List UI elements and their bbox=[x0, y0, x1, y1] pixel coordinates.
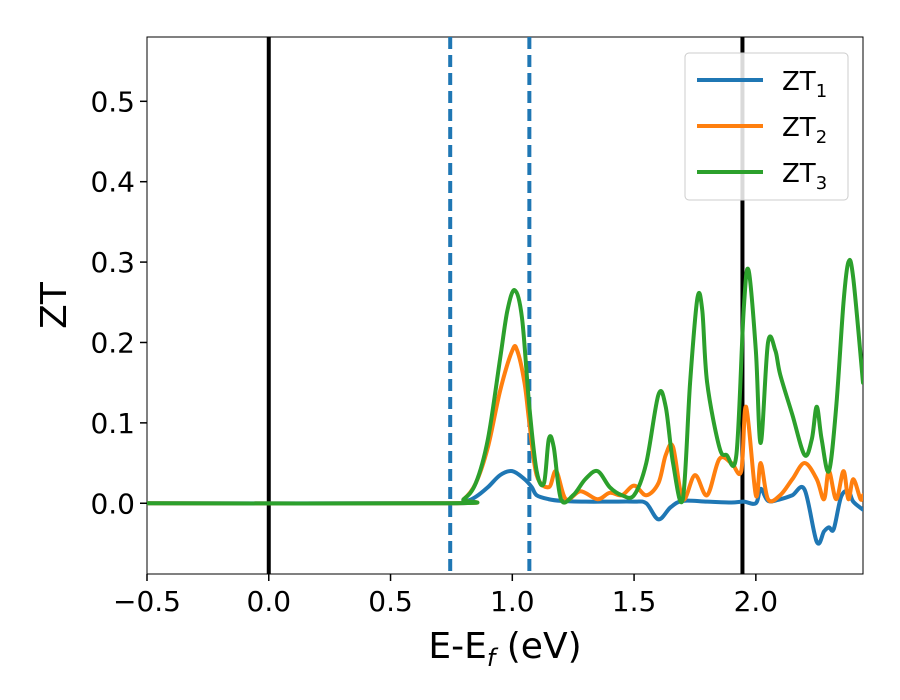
x-tick-label: 1.0 bbox=[490, 585, 535, 618]
y-axis-title: ZT bbox=[34, 281, 75, 329]
x-tick-label: 0.5 bbox=[368, 585, 413, 618]
legend: ZT1 ZT2 ZT3 bbox=[684, 52, 849, 201]
y-axis-ticks: 0.0 0.1 0.2 0.3 0.4 0.5 bbox=[90, 85, 147, 520]
y-tick-label: 0.3 bbox=[90, 246, 135, 279]
y-tick-label: 0.2 bbox=[90, 326, 135, 359]
legend-label-zt3: ZT3 bbox=[782, 159, 827, 194]
legend-box bbox=[684, 52, 849, 201]
series-lines bbox=[147, 258, 863, 546]
y-tick-label: 0.1 bbox=[90, 407, 135, 440]
x-tick-label: 0.0 bbox=[247, 585, 292, 618]
vertical-reference-lines bbox=[266, 37, 745, 574]
x-axis-ticks: −0.5 0.0 0.5 1.0 1.5 2.0 bbox=[113, 574, 778, 618]
x-axis-title-main: E-E bbox=[428, 626, 486, 667]
y-tick-label: 0.4 bbox=[90, 166, 135, 199]
x-tick-label: 1.5 bbox=[612, 585, 657, 618]
y-tick-label: 0.5 bbox=[90, 85, 135, 118]
series-line-zt3 bbox=[147, 258, 863, 506]
x-tick-label: −0.5 bbox=[113, 585, 181, 618]
series-line-zt1 bbox=[147, 468, 863, 546]
legend-label-zt2: ZT2 bbox=[782, 113, 827, 148]
plot-area-frame bbox=[146, 36, 864, 575]
legend-label-zt1: ZT1 bbox=[782, 67, 827, 102]
y-tick-label: 0.0 bbox=[90, 487, 135, 520]
x-tick-label: 2.0 bbox=[734, 585, 779, 618]
x-axis-title-unit: (eV) bbox=[495, 626, 581, 667]
x-axis-title: E-Ef (eV) bbox=[428, 626, 581, 672]
